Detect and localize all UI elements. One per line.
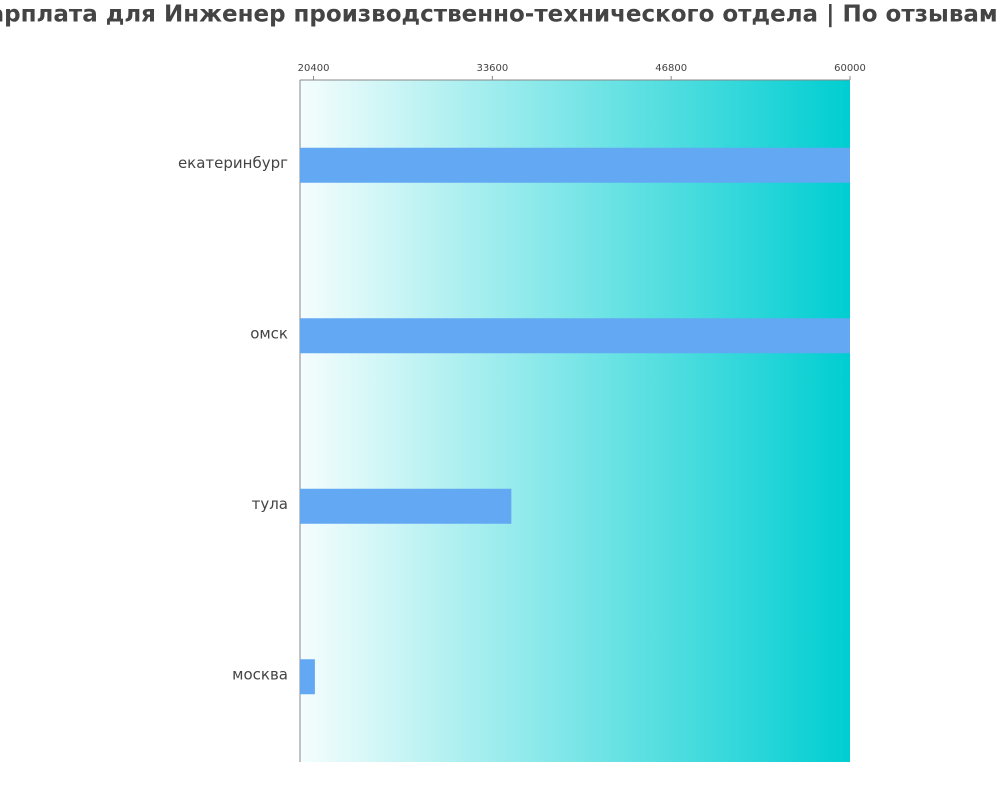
bar (300, 488, 512, 524)
bar (300, 318, 850, 354)
y-tick-label: екатеринбург (178, 154, 288, 172)
y-tick-label: москва (232, 665, 288, 683)
x-tick-label: 20400 (298, 63, 330, 74)
plot-background (300, 80, 850, 762)
y-tick-label: тула (252, 495, 288, 513)
y-tick-label: омск (250, 324, 288, 342)
x-tick-label: 33600 (476, 63, 508, 74)
x-tick-label: 60000 (834, 63, 866, 74)
bar (300, 147, 850, 183)
x-tick-label: 46800 (655, 63, 687, 74)
chart-title: Зарплата для Инженер производственно-тех… (0, 2, 998, 28)
bar (300, 659, 315, 695)
